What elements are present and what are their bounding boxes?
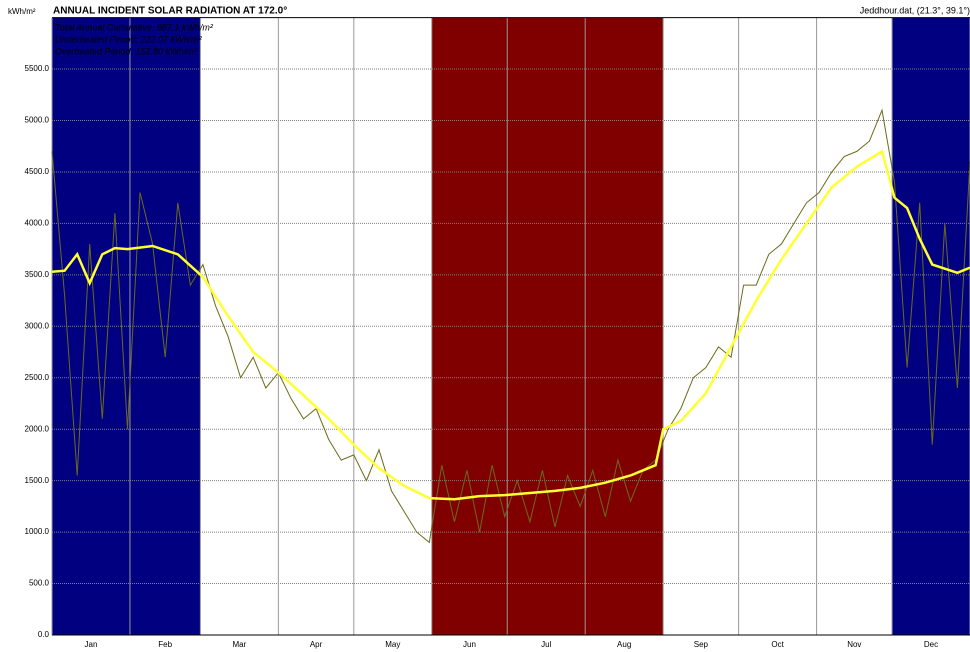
- y-tick-label: 2000.0: [25, 424, 50, 433]
- x-tick-label: Dec: [924, 640, 938, 649]
- y-tick-label: 3000.0: [25, 321, 50, 330]
- legend-line: Overheated Period: 152.80 kWh/m²: [55, 46, 198, 56]
- period-band: [892, 17, 970, 636]
- series-line: [51, 108, 970, 544]
- x-tick-label: Jan: [85, 640, 98, 649]
- y-tick-label: 500.0: [29, 579, 50, 588]
- x-tick-label: Jun: [463, 640, 476, 649]
- y-tick-label: 0.0: [38, 630, 50, 639]
- x-tick-label: Nov: [847, 640, 861, 649]
- y-tick-label: 5000.0: [25, 116, 50, 125]
- y-tick-label: 4500.0: [25, 167, 50, 176]
- file-label: Jeddhour.dat, (21.3°, 39.1°): [860, 5, 970, 15]
- x-tick-label: Apr: [310, 640, 323, 649]
- legend-line: Underheated Period: 222.07 kWh/m²: [55, 34, 203, 44]
- y-tick-label: 1500.0: [25, 476, 50, 485]
- y-tick-label: 3500.0: [25, 270, 50, 279]
- x-tick-label: Sep: [694, 640, 709, 649]
- chart-title: ANNUAL INCIDENT SOLAR RADIATION AT 172.0…: [53, 6, 287, 17]
- y-tick-label: 5500.0: [25, 64, 50, 73]
- x-tick-label: Oct: [771, 640, 784, 649]
- legend-line: Total Annual Cumulative: 987.1 kWh/m²: [55, 22, 214, 32]
- y-axis-label: kWh/m²: [8, 7, 36, 16]
- y-tick-label: 4000.0: [25, 219, 50, 228]
- series-line: [51, 149, 970, 501]
- y-tick-label: 2500.0: [25, 373, 50, 382]
- x-tick-label: Feb: [158, 640, 172, 649]
- x-tick-label: May: [385, 640, 400, 649]
- x-tick-label: Aug: [617, 640, 631, 649]
- x-tick-label: Mar: [232, 640, 246, 649]
- x-tick-label: Jul: [541, 640, 551, 649]
- y-tick-label: 1000.0: [25, 527, 50, 536]
